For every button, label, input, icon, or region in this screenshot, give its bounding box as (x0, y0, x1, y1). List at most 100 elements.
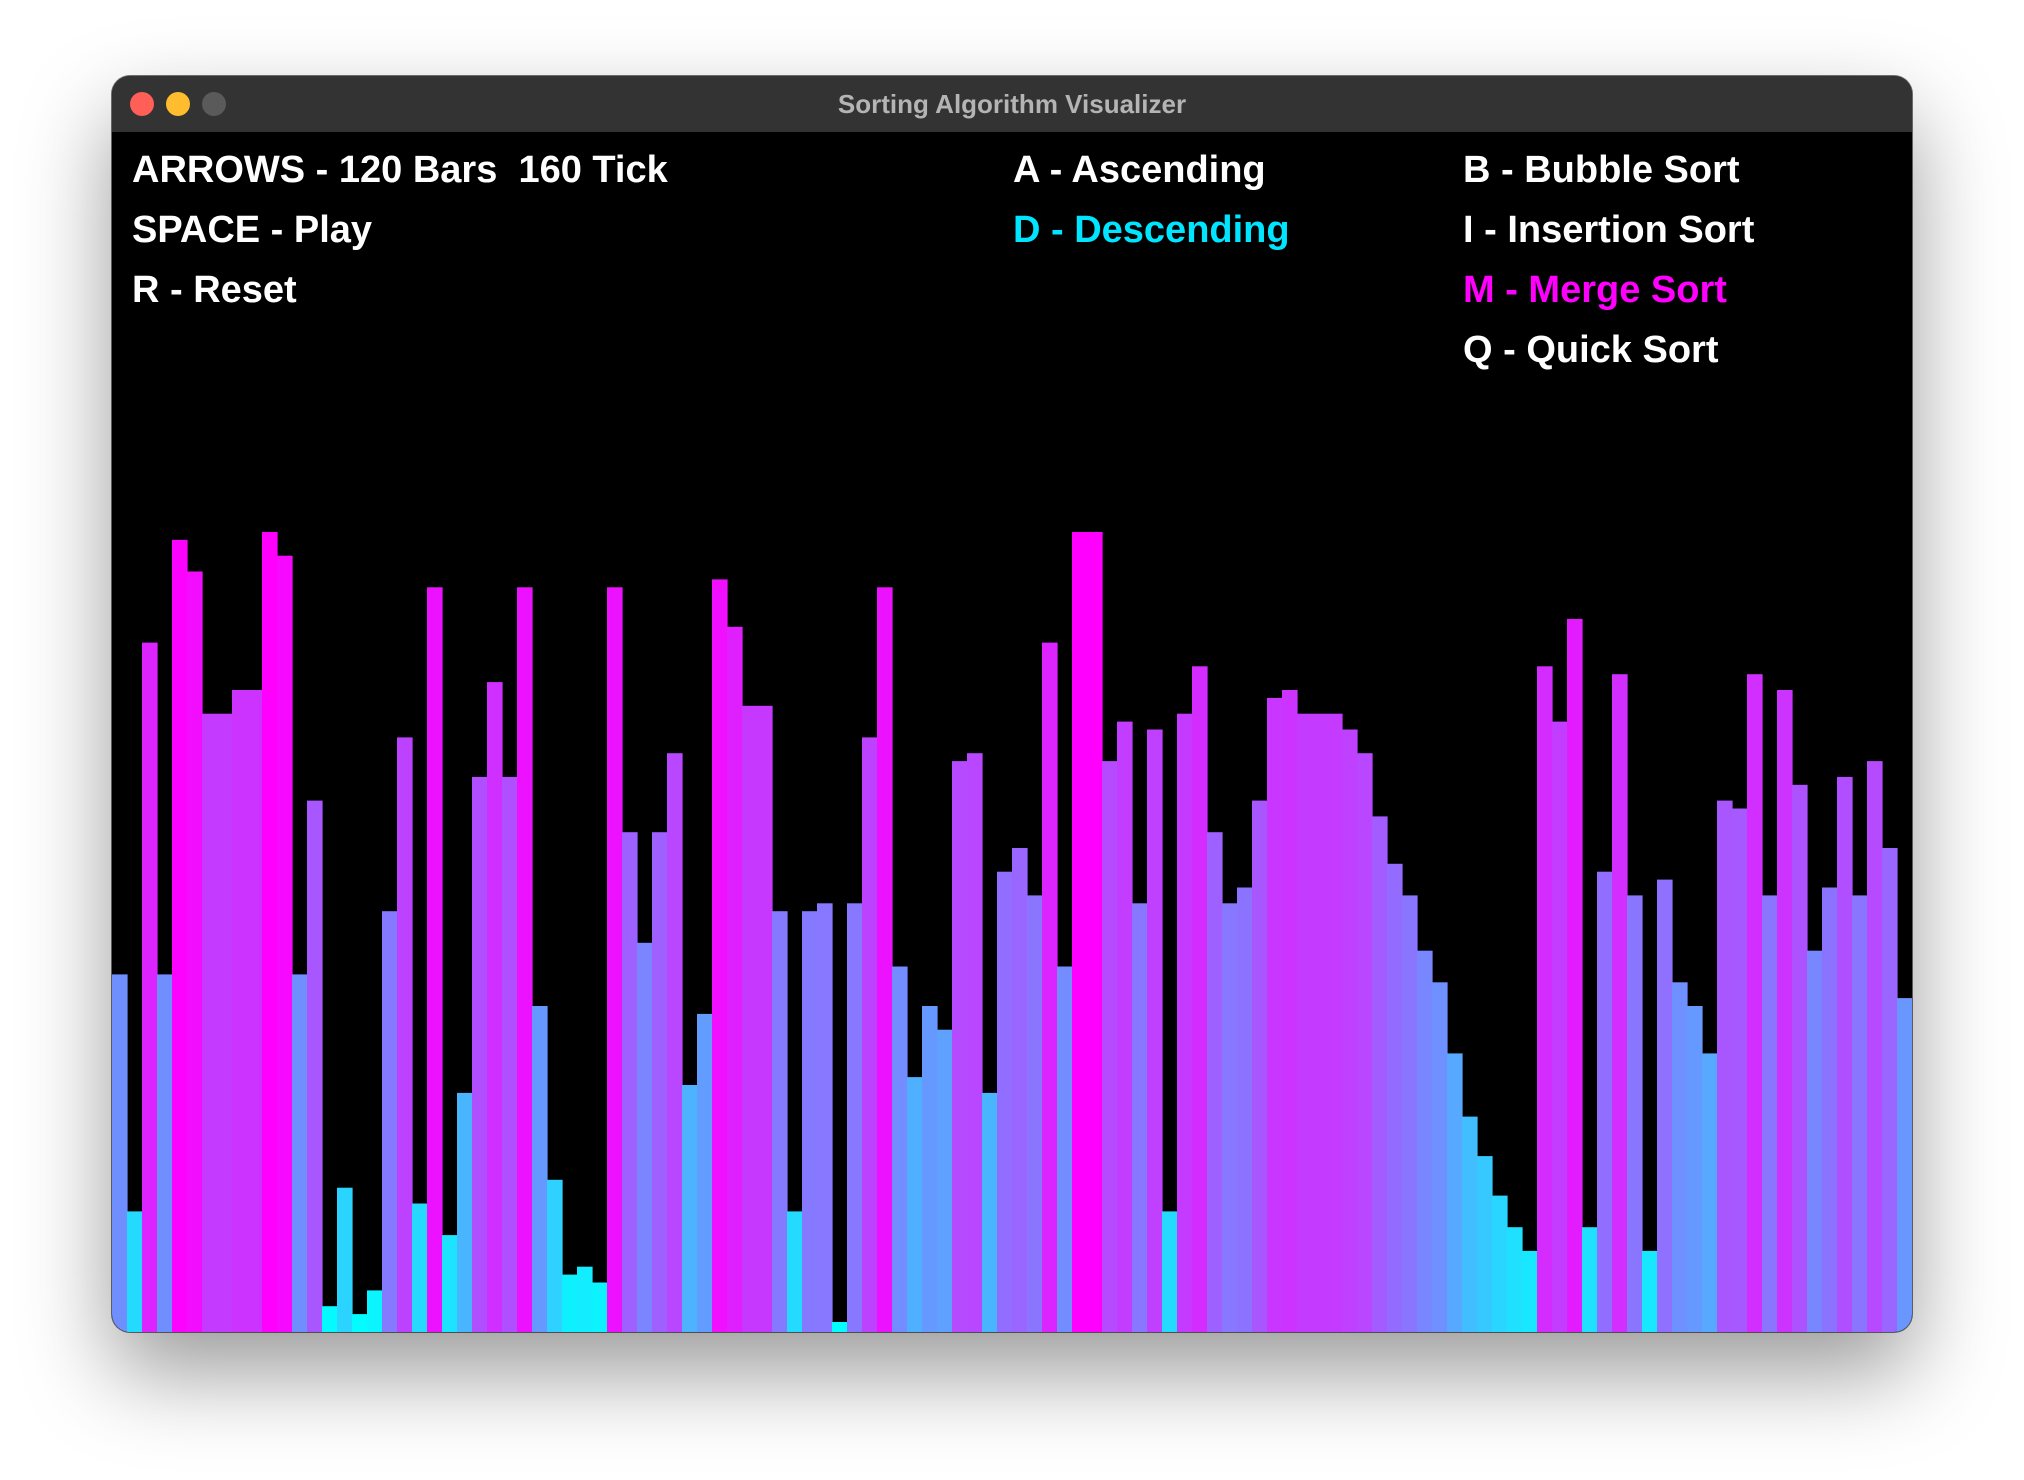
bar (1057, 966, 1073, 1332)
bar (412, 1203, 428, 1332)
bar (487, 682, 503, 1332)
bar (922, 1006, 938, 1332)
bar (952, 761, 968, 1332)
bar (457, 1092, 473, 1332)
bar (1747, 674, 1763, 1332)
bar (1417, 950, 1433, 1332)
bar (1552, 721, 1568, 1332)
bar (112, 974, 128, 1332)
bar (1447, 1053, 1463, 1332)
bar (1012, 848, 1028, 1332)
bar (1687, 1006, 1703, 1332)
zoom-window-button[interactable] (202, 92, 226, 116)
quick-sort-option: Q - Quick Sort (1463, 329, 1719, 371)
bar (1627, 895, 1643, 1332)
bar (1027, 895, 1043, 1332)
window-title: Sorting Algorithm Visualizer (837, 89, 1187, 119)
bar (1702, 1053, 1718, 1332)
bar (1357, 753, 1373, 1332)
bar (322, 1306, 338, 1332)
bar (277, 555, 293, 1332)
bar (667, 753, 683, 1332)
bar (1087, 532, 1103, 1332)
bar (652, 832, 668, 1332)
bar (442, 1235, 458, 1332)
bar (1717, 800, 1733, 1332)
bar (1282, 690, 1298, 1332)
bar (217, 713, 233, 1332)
bar (907, 1077, 923, 1332)
bar (967, 753, 983, 1332)
bar (1132, 903, 1148, 1332)
bar (1387, 863, 1403, 1332)
bar (1822, 887, 1838, 1332)
bar (1897, 998, 1912, 1332)
ascending-option: A - Ascending (1013, 149, 1266, 191)
bar (232, 690, 248, 1332)
bar (982, 1092, 998, 1332)
visualizer-canvas[interactable]: ARROWS - 120 Bars 160 Tick SPACE - Play … (112, 132, 1912, 1332)
bar (1267, 697, 1283, 1332)
bar (1567, 618, 1583, 1332)
descending-option: D - Descending (1013, 209, 1290, 251)
bubble-sort-option: B - Bubble Sort (1463, 149, 1740, 191)
bar (712, 579, 728, 1332)
bar (697, 1013, 713, 1332)
bar (997, 871, 1013, 1332)
close-window-button[interactable] (130, 92, 154, 116)
bar (1072, 532, 1088, 1332)
bar (592, 1282, 608, 1332)
bar (427, 587, 443, 1332)
bar (1657, 879, 1673, 1332)
bar (1537, 666, 1553, 1332)
bar (292, 974, 308, 1332)
bar (1192, 666, 1208, 1332)
bar (502, 776, 518, 1332)
bar (1852, 895, 1868, 1332)
bar (142, 642, 158, 1332)
bar (1207, 832, 1223, 1332)
bar (1042, 642, 1058, 1332)
bar (1882, 848, 1898, 1332)
bar (172, 539, 188, 1332)
bar (562, 1274, 578, 1332)
bar (1792, 784, 1808, 1332)
bar (1177, 713, 1193, 1332)
bar (397, 737, 413, 1332)
bar (1372, 816, 1388, 1332)
bar (262, 532, 278, 1332)
reset-control-label: R - Reset (132, 269, 297, 311)
bar (1432, 982, 1448, 1332)
app-window: Sorting Algorithm Visualizer ARROWS - 12… (112, 76, 1912, 1332)
bar (862, 737, 878, 1332)
bar (742, 705, 758, 1332)
minimize-window-button[interactable] (166, 92, 190, 116)
bar (1732, 808, 1748, 1332)
bar (1672, 982, 1688, 1332)
bar (682, 1085, 698, 1332)
bar (622, 832, 638, 1332)
bar (937, 1029, 953, 1332)
bar (1342, 729, 1358, 1332)
bar (1117, 721, 1133, 1332)
bar (1837, 776, 1853, 1332)
bar (247, 690, 263, 1332)
bar (832, 1322, 848, 1332)
bar (517, 587, 533, 1332)
bar (637, 942, 653, 1332)
bar (847, 903, 863, 1332)
merge-sort-option: M - Merge Sort (1463, 269, 1727, 311)
bar (187, 571, 203, 1332)
bar (892, 966, 908, 1332)
bar (382, 911, 398, 1332)
title-bar: Sorting Algorithm Visualizer (112, 76, 1912, 133)
bar (1642, 1250, 1658, 1332)
bar (1312, 713, 1328, 1332)
bar (1492, 1195, 1508, 1332)
bar (1807, 950, 1823, 1332)
bar (367, 1290, 383, 1332)
bar (1402, 895, 1418, 1332)
bar (1222, 903, 1238, 1332)
bar (1477, 1156, 1493, 1332)
bar (787, 1211, 803, 1332)
